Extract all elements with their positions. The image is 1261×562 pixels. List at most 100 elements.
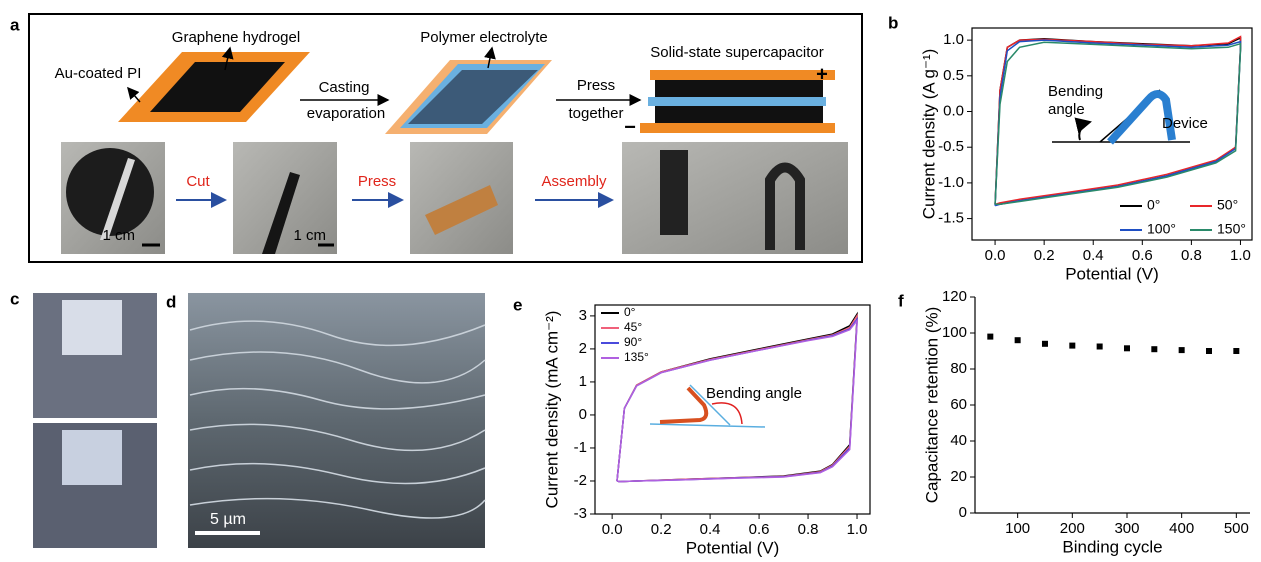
x-tick-label: 100 [1005,520,1030,537]
legend-label: 45° [624,320,642,334]
x-tick-label: 400 [1169,520,1194,537]
hydrogel [655,106,823,123]
legend-label: 90° [624,335,642,349]
x-tick-label: 0.4 [700,521,721,538]
scale-label: 5 µm [210,511,246,528]
x-tick-label: 0.2 [1034,247,1055,264]
y-tick-label: 0.0 [943,102,964,119]
panel-label: a [10,15,20,34]
legend-label: 50° [1217,197,1238,213]
panel-label: f [898,291,904,310]
point [1042,341,1048,347]
y-tick-label: 40 [950,432,967,449]
step-label: Cut [186,173,210,190]
step-label: Assembly [541,173,607,190]
x-tick-label: 0.6 [1132,247,1153,264]
y-axis-title: Current density (mA cm⁻²) [542,311,561,509]
annotation: Device [1162,115,1208,132]
y-axis-title: Capacitance retention (%) [922,307,941,504]
annotation: angle [1048,101,1085,118]
panel-a: a Graphene hydrogel Au-coated PI Casting… [10,14,862,262]
scale-label: 1 cm [102,227,135,244]
inset: Bending angle [650,385,802,427]
step-label: Casting [319,79,370,96]
step-label: together [568,105,623,122]
step-label: evaporation [307,105,385,122]
terminal: + [816,63,828,85]
step-label: Press [358,173,396,190]
panel-label: b [888,13,898,32]
legend-label: 0° [1147,197,1160,213]
point [1233,348,1239,354]
panel-label: c [10,289,19,308]
x-axis-title: Binding cycle [1062,537,1162,556]
electrode [650,70,835,80]
x-axis-title: Potential (V) [1065,264,1159,283]
y-tick-label: 100 [942,324,967,341]
y-tick-label: 20 [950,468,967,485]
y-tick-label: 3 [579,307,587,324]
x-tick-label: 0.8 [798,521,819,538]
y-tick-label: 120 [942,288,967,305]
y-tick-label: 1.0 [943,31,964,48]
x-tick-label: 500 [1224,520,1249,537]
y-tick-label: -2 [574,472,587,489]
layer-label: Graphene hydrogel [172,29,300,46]
x-tick-label: 1.0 [1230,247,1251,264]
x-axis-title: Potential (V) [686,538,780,557]
legend-label: 135° [624,350,649,364]
electrolyte [648,97,826,106]
legend-label: 0° [624,305,636,319]
sem-image [188,293,485,548]
layer-label: Au-coated PI [55,65,142,82]
y-tick-label: 1 [579,373,587,390]
photo [622,142,848,254]
photo-content [62,430,122,485]
terminal: − [624,116,636,138]
layer-label: Solid-state supercapacitor [650,44,823,61]
x-tick-label: 200 [1060,520,1085,537]
step-label: Press [577,77,615,94]
point [1069,343,1075,349]
y-tick-label: 0 [959,504,967,521]
layer-label: Polymer electrolyte [420,29,548,46]
electrode [640,123,835,133]
photo-content [62,300,122,355]
panel-label: d [166,292,176,311]
point [1124,345,1130,351]
pointer [128,88,140,102]
annotation: Bending angle [706,385,802,402]
scale-label: 1 cm [293,227,326,244]
y-tick-label: 2 [579,340,587,357]
point [1015,337,1021,343]
y-tick-label: -3 [574,505,587,522]
y-tick-label: -0.5 [938,138,964,155]
y-tick-label: 0.5 [943,67,964,84]
y-tick-label: -1 [574,439,587,456]
y-axis-title: Current density (A g⁻¹) [919,49,938,220]
inset: Bending angle Device [1048,83,1208,142]
x-tick-label: 0.8 [1181,247,1202,264]
photo-content [660,150,688,235]
legend-label: 150° [1217,221,1246,237]
y-tick-label: 80 [950,360,967,377]
x-tick-label: 0.6 [749,521,770,538]
annotation: Bending [1048,83,1103,100]
point [1151,346,1157,352]
point [1097,344,1103,350]
point [987,334,993,340]
point [1179,347,1185,353]
x-tick-label: 0.0 [602,521,623,538]
x-tick-label: 0.0 [985,247,1006,264]
photo [410,142,513,254]
x-tick-label: 0.2 [651,521,672,538]
hydrogel [655,80,823,97]
panel-label: e [513,295,522,314]
y-tick-label: 0 [579,406,587,423]
x-tick-label: 300 [1114,520,1139,537]
y-tick-label: 60 [950,396,967,413]
point [1206,348,1212,354]
x-tick-label: 0.4 [1083,247,1104,264]
y-tick-label: -1.5 [938,210,964,227]
x-tick-label: 1.0 [847,521,868,538]
